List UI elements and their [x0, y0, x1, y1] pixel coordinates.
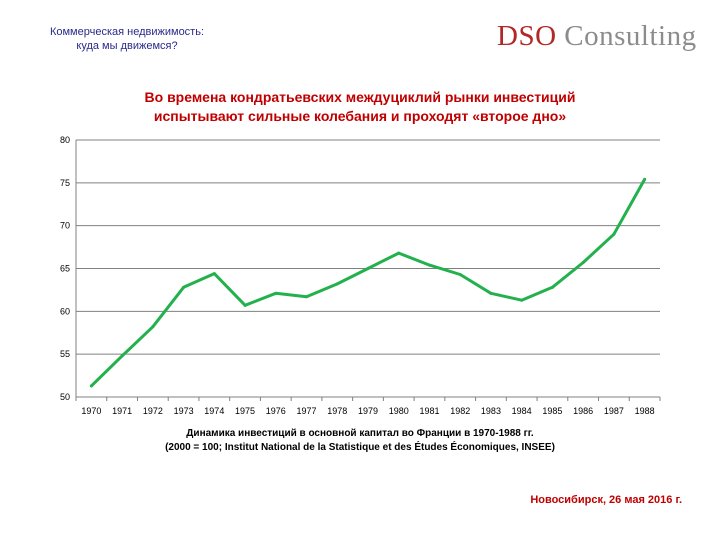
logo-dso-text: DSO — [497, 20, 557, 52]
slide-title: Во времена кондратьевских междуциклий ры… — [80, 88, 640, 126]
x-tick-label: 1976 — [266, 406, 286, 416]
data-point-1985 — [550, 285, 554, 289]
x-tick-label: 1980 — [389, 406, 409, 416]
chart-gridlines — [76, 139, 660, 355]
y-tick-labels: 50 55 60 65 70 75 80 — [60, 135, 70, 402]
slide-title-line-1: Во времена кондратьевских междуциклий ры… — [144, 89, 576, 105]
chart-axes — [75, 140, 661, 401]
x-tick-label: 1985 — [542, 406, 562, 416]
data-point-1981 — [427, 263, 431, 267]
data-point-1980 — [397, 251, 401, 255]
x-tick-label: 1978 — [327, 406, 347, 416]
footer-date-location: Новосибирск, 26 мая 2016 г. — [530, 494, 682, 506]
x-tick-label: 1975 — [235, 406, 255, 416]
data-point-1977 — [305, 295, 309, 299]
data-point-1982 — [458, 272, 462, 276]
data-point-1976 — [274, 291, 278, 295]
x-tick-label: 1988 — [635, 406, 655, 416]
x-tick-label: 1981 — [419, 406, 439, 416]
data-point-1978 — [335, 282, 339, 286]
subtitle-line-1: Коммерческая недвижимость: — [49, 26, 205, 38]
x-tick-label: 1972 — [143, 406, 163, 416]
x-tick-label: 1973 — [174, 406, 194, 416]
slide-title-line-2: испытывают сильные колебания и проходят … — [153, 108, 567, 124]
data-point-1987 — [612, 232, 616, 236]
chart-series — [89, 177, 647, 388]
data-point-1983 — [489, 291, 493, 295]
data-point-1975 — [243, 303, 247, 307]
logo-consulting-text: Consulting — [564, 20, 697, 52]
y-tick-label: 65 — [60, 264, 70, 274]
y-tick-label: 55 — [60, 349, 70, 359]
data-point-1984 — [520, 298, 524, 302]
x-tick-label: 1987 — [604, 406, 624, 416]
data-point-1973 — [182, 285, 186, 289]
caption-line-2: (2000 = 100; Institut National de la Sta… — [165, 442, 555, 453]
data-point-1974 — [212, 272, 216, 276]
company-logo: DSO Consulting — [497, 20, 697, 53]
x-tick-label: 1970 — [81, 406, 101, 416]
x-tick-label: 1983 — [481, 406, 501, 416]
y-tick-label: 50 — [60, 392, 70, 402]
y-tick-label: 75 — [60, 178, 70, 188]
x-tick-label: 1977 — [297, 406, 317, 416]
presentation-subtitle: Коммерческая недвижимость: куда мы движе… — [22, 25, 232, 53]
x-tick-label: 1982 — [450, 406, 470, 416]
chart-caption: Динамика инвестиций в основной капитал в… — [100, 427, 620, 455]
y-tick-label: 70 — [60, 221, 70, 231]
data-point-1979 — [366, 267, 370, 270]
caption-line-1: Динамика инвестиций в основной капитал в… — [186, 428, 534, 439]
x-tick-label: 1974 — [204, 406, 224, 416]
subtitle-line-2: куда мы движемся? — [76, 40, 178, 52]
data-point-1970 — [89, 384, 93, 388]
data-point-1986 — [581, 261, 585, 265]
data-point-1988 — [643, 177, 647, 181]
x-tick-label: 1979 — [358, 406, 378, 416]
series-line-0 — [89, 177, 647, 388]
x-tick-label: 1986 — [573, 406, 593, 416]
x-tick-label: 1984 — [512, 406, 532, 416]
y-tick-label: 80 — [60, 135, 70, 145]
x-tick-label: 1971 — [112, 406, 132, 416]
data-point-1972 — [151, 325, 155, 329]
y-tick-label: 60 — [60, 306, 70, 316]
data-point-1971 — [120, 354, 124, 358]
x-tick-labels: 1970 1971 1972 1973 1974 1975 1976 1977 1978 1979… — [81, 406, 654, 416]
